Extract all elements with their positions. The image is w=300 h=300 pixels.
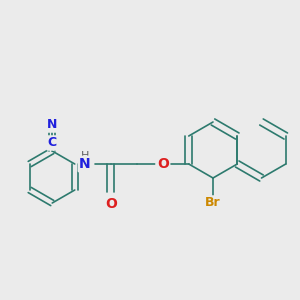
Text: O: O: [157, 157, 169, 171]
Text: C: C: [48, 136, 57, 149]
Text: Br: Br: [205, 196, 221, 209]
Text: O: O: [105, 197, 117, 211]
Text: H: H: [81, 151, 89, 161]
Text: N: N: [79, 157, 91, 171]
Text: N: N: [47, 118, 57, 131]
